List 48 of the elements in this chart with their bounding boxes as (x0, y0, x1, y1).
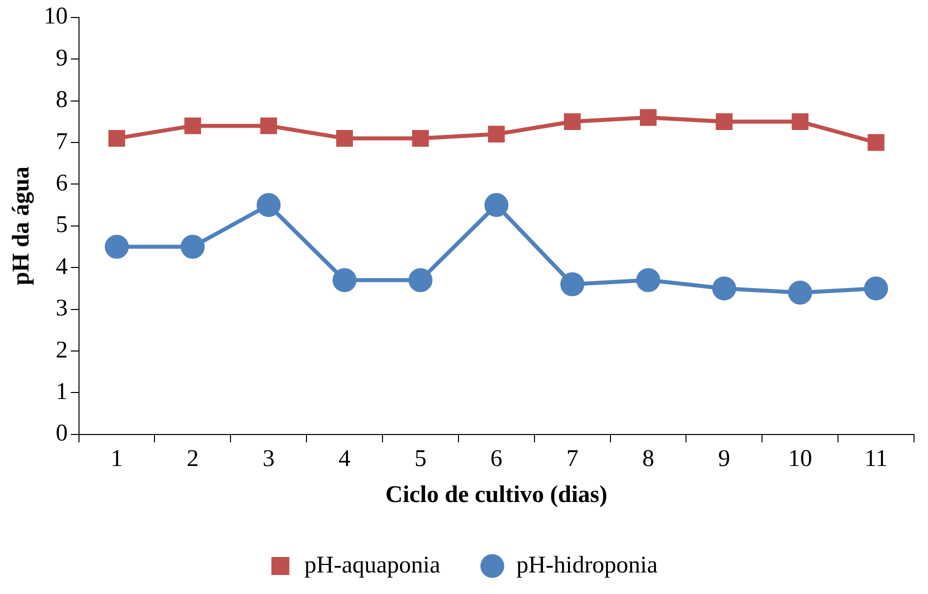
y-tick-label: 1 (56, 378, 68, 405)
y-tick-label: 5 (56, 212, 68, 238)
point (640, 109, 657, 126)
point (104, 234, 129, 259)
x-tick-label: 1 (110, 446, 123, 472)
point (332, 268, 357, 292)
x-tick-label: 7 (566, 446, 578, 472)
point (792, 113, 808, 130)
point (108, 130, 126, 147)
y-tick-label: 10 (44, 4, 68, 30)
x-tick-label: 9 (718, 446, 730, 472)
y-axis-title: pH da água (8, 166, 35, 286)
point (412, 130, 429, 147)
point (636, 268, 660, 292)
x-tick-label: 10 (788, 446, 812, 472)
point (180, 234, 205, 259)
point (184, 117, 202, 134)
y-tick-label: 6 (56, 170, 68, 196)
legend-label: pH-hidroponia (516, 552, 658, 578)
x-tick-label: 3 (262, 446, 275, 472)
x-tick-label: 4 (338, 446, 351, 472)
point (712, 276, 736, 300)
y-tick-label: 0 (56, 420, 68, 447)
x-tick-label: 6 (490, 446, 502, 472)
x-tick-label: 5 (414, 446, 426, 472)
y-tick-label: 4 (56, 254, 68, 280)
x-tick-label: 8 (642, 446, 654, 472)
y-tick-label: 7 (56, 128, 68, 155)
x-axis-title: Ciclo de cultivo (dias) (385, 482, 608, 508)
y-tick-label: 2 (56, 337, 68, 364)
point (560, 272, 584, 296)
y-tick-label: 8 (56, 87, 68, 114)
point (716, 113, 733, 130)
x-tick-label: 2 (186, 446, 199, 472)
point (868, 134, 884, 151)
point (488, 126, 505, 143)
point (256, 193, 281, 218)
point (564, 113, 581, 130)
point (864, 276, 888, 300)
y-tick-label: 9 (56, 45, 68, 72)
point (484, 193, 508, 218)
y-tick-label: 3 (56, 296, 68, 322)
legend-label: pH-aquaponia (304, 552, 441, 578)
x-tick-label: 11 (864, 446, 888, 472)
point (260, 117, 277, 134)
point (336, 130, 353, 147)
point (788, 280, 812, 305)
point (408, 268, 432, 292)
